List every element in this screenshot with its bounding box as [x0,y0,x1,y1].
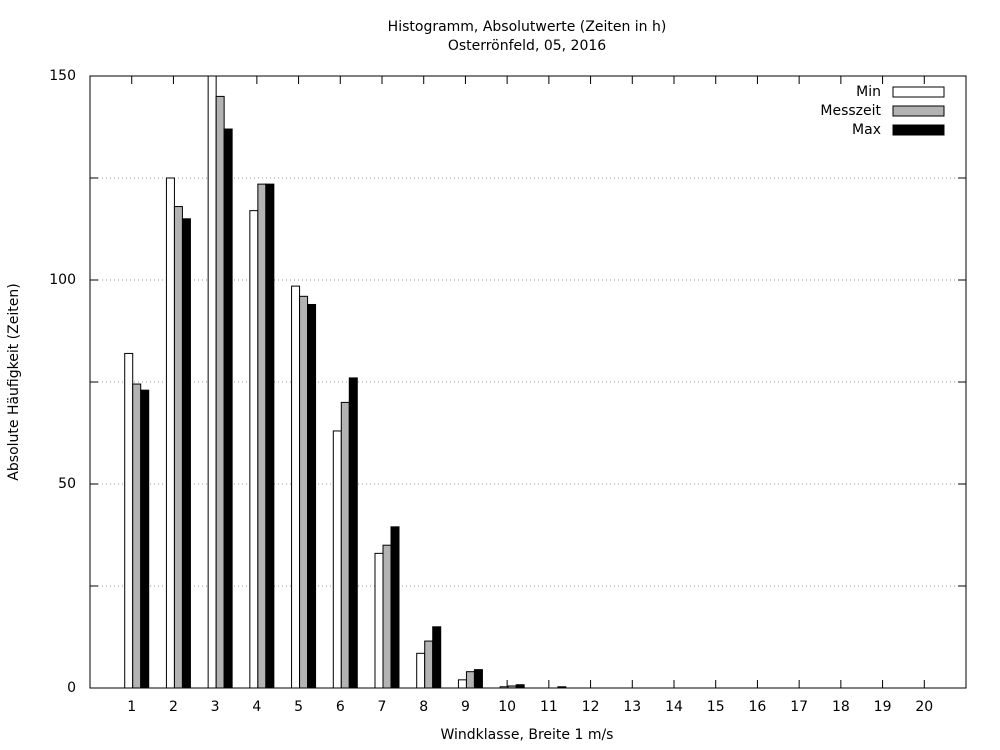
x-tick-label: 4 [252,699,261,715]
x-tick-label: 13 [623,699,641,715]
y-tick-label: 0 [67,680,76,696]
bar [173,206,183,689]
bar [249,210,259,689]
x-tick-label: 9 [461,699,470,715]
x-tick-label: 7 [378,699,387,715]
bar [473,669,483,689]
x-tick-label: 10 [498,699,516,715]
x-axis-label: Windklasse, Breite 1 m/s [441,727,614,743]
bar [165,177,175,689]
bar [390,526,400,689]
bar [215,95,225,689]
x-tick-label: 11 [540,699,558,715]
bar [207,75,217,689]
y-tick-label: 150 [49,68,76,84]
x-tick-label: 19 [874,699,892,715]
bar [465,671,475,689]
x-tick-label: 6 [336,699,345,715]
legend-label: Messzeit [820,103,881,119]
x-tick-label: 2 [169,699,178,715]
legend-swatch [892,124,945,136]
bar [382,544,392,689]
bar [299,295,309,689]
legend-label: Min [856,84,881,100]
legend-label: Max [852,122,881,138]
y-axis-label: Absolute Häufigkeit (Zeiten) [6,283,22,480]
x-tick-label: 5 [294,699,303,715]
bar [457,679,467,689]
bar [291,285,301,689]
bar [223,128,233,689]
bar [348,377,358,689]
chart-title: Histogramm, Absolutwerte (Zeiten in h) [388,19,667,35]
bar [332,430,342,689]
x-tick-label: 1 [127,699,136,715]
x-tick-label: 12 [582,699,600,715]
plot-border [89,75,967,689]
x-tick-label: 17 [790,699,808,715]
x-tick-label: 20 [915,699,933,715]
bar [257,183,267,689]
x-tick-label: 18 [832,699,850,715]
bar [265,183,275,689]
legend-swatch [892,105,945,117]
bar [140,389,150,689]
bar [416,652,426,689]
bar [374,552,384,689]
y-tick-label: 100 [49,272,76,288]
bar [432,626,442,689]
x-tick-label: 3 [211,699,220,715]
bar [424,640,434,689]
bar [124,352,134,689]
bar [132,383,142,689]
x-tick-label: 14 [665,699,683,715]
chart-subtitle: Osterrönfeld, 05, 2016 [448,38,606,54]
y-tick-label: 50 [58,476,76,492]
bar [307,303,317,689]
bar [340,401,350,689]
x-tick-label: 16 [749,699,767,715]
legend-swatch [892,86,945,98]
bar [181,218,191,689]
x-tick-label: 15 [707,699,725,715]
x-tick-label: 8 [419,699,428,715]
